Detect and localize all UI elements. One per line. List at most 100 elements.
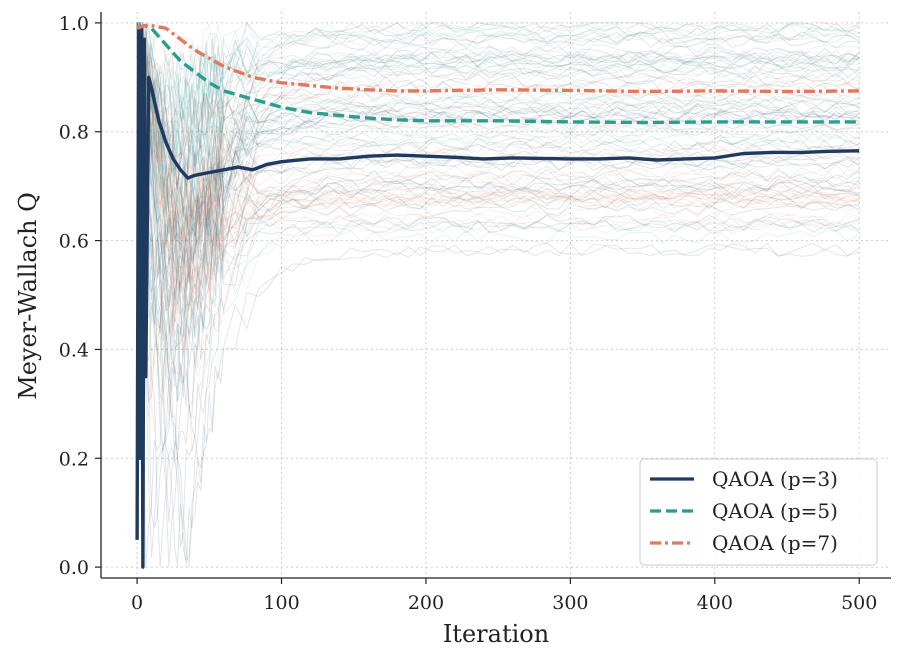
run-trace [136, 45, 860, 280]
run-trace [136, 22, 860, 209]
run-trace [136, 36, 860, 299]
run-trace [137, 22, 860, 275]
run-trace [136, 22, 860, 307]
run-trace [136, 22, 860, 562]
run-trace [136, 24, 860, 326]
x-tick-label: 300 [552, 592, 588, 614]
run-trace [137, 22, 860, 186]
tick-labels: 0 100 200 300 400 500 0.0 0.2 0.4 0.6 0.8 1.0 [59, 13, 878, 614]
series-line-0 [135, 26, 860, 569]
x-tick-label: 100 [263, 592, 299, 614]
run-trace [136, 26, 860, 255]
run-trace [136, 22, 860, 402]
run-trace [136, 22, 860, 329]
run-trace [136, 30, 860, 227]
run-trace [136, 22, 860, 292]
run-trace [136, 22, 860, 402]
run-trace [136, 38, 860, 470]
run-trace [136, 29, 860, 568]
y-tick-label: 0.4 [59, 339, 89, 361]
run-trace [136, 22, 860, 291]
run-trace [137, 22, 860, 292]
run-trace [136, 22, 860, 159]
run-trace [136, 22, 860, 182]
y-tick-label: 0.8 [59, 122, 89, 144]
run-trace [136, 22, 860, 335]
y-tick-label: 0.0 [59, 557, 89, 579]
run-trace [136, 22, 860, 274]
legend: QAOA (p=3) QAOA (p=5) QAOA (p=7) [639, 458, 878, 566]
legend-label-p3: QAOA (p=3) [712, 467, 838, 491]
run-trace [137, 22, 860, 160]
run-trace [136, 39, 860, 417]
run-trace [136, 42, 860, 568]
run-trace [136, 22, 860, 325]
run-trace [136, 22, 860, 186]
run-trace [136, 22, 860, 391]
run-trace [137, 22, 860, 162]
run-trace [136, 21, 860, 331]
run-trace [136, 22, 860, 253]
run-trace [136, 22, 860, 378]
run-trace [136, 22, 860, 568]
run-trace [136, 22, 860, 276]
axes [100, 12, 891, 579]
run-trace [136, 47, 860, 523]
run-trace [136, 24, 860, 568]
run-trace [136, 49, 860, 267]
run-trace [136, 32, 860, 254]
x-tick-label: 200 [408, 592, 444, 614]
run-trace [136, 22, 860, 568]
run-trace [136, 22, 860, 246]
run-trace [137, 43, 860, 323]
run-trace [136, 43, 860, 354]
run-trace [136, 28, 860, 323]
run-trace [136, 25, 860, 187]
run-trace [136, 22, 860, 122]
run-trace [136, 41, 860, 190]
run-trace [136, 29, 860, 452]
run-trace [136, 22, 860, 352]
run-trace [136, 22, 860, 152]
run-trace [136, 49, 860, 197]
run-trace [136, 31, 860, 403]
x-tick-label: 400 [697, 592, 733, 614]
run-trace [137, 22, 860, 336]
run-trace [136, 28, 860, 362]
run-trace [136, 21, 860, 218]
run-trace [136, 25, 860, 224]
legend-label-p5: QAOA (p=5) [712, 499, 838, 523]
run-trace [136, 59, 860, 419]
run-trace [137, 22, 860, 369]
run-trace [136, 25, 860, 259]
run-trace [136, 22, 860, 186]
run-trace [136, 21, 860, 115]
y-tick-label: 0.6 [59, 231, 89, 253]
run-trace [136, 22, 860, 360]
run-trace [137, 22, 860, 289]
run-trace [136, 23, 860, 378]
y-axis-label: Meyer-Wallach Q [14, 192, 42, 400]
run-trace [136, 22, 860, 135]
run-trace [136, 21, 860, 231]
run-trace [137, 22, 860, 252]
run-trace [136, 22, 860, 211]
run-trace [136, 33, 860, 242]
x-tick-label: 0 [131, 592, 143, 614]
run-trace [136, 42, 860, 289]
x-axis-label: Iteration [443, 620, 549, 648]
run-trace [136, 22, 860, 308]
individual-run-traces [136, 21, 860, 568]
legend-box [639, 458, 878, 566]
run-trace [136, 22, 860, 404]
run-trace [136, 49, 860, 293]
run-trace [136, 22, 860, 226]
run-trace [136, 30, 860, 311]
run-trace [136, 22, 860, 252]
run-trace [136, 43, 860, 452]
run-trace [136, 22, 860, 144]
legend-label-p7: QAOA (p=7) [712, 531, 838, 555]
run-trace [136, 38, 860, 419]
run-trace [136, 25, 860, 278]
